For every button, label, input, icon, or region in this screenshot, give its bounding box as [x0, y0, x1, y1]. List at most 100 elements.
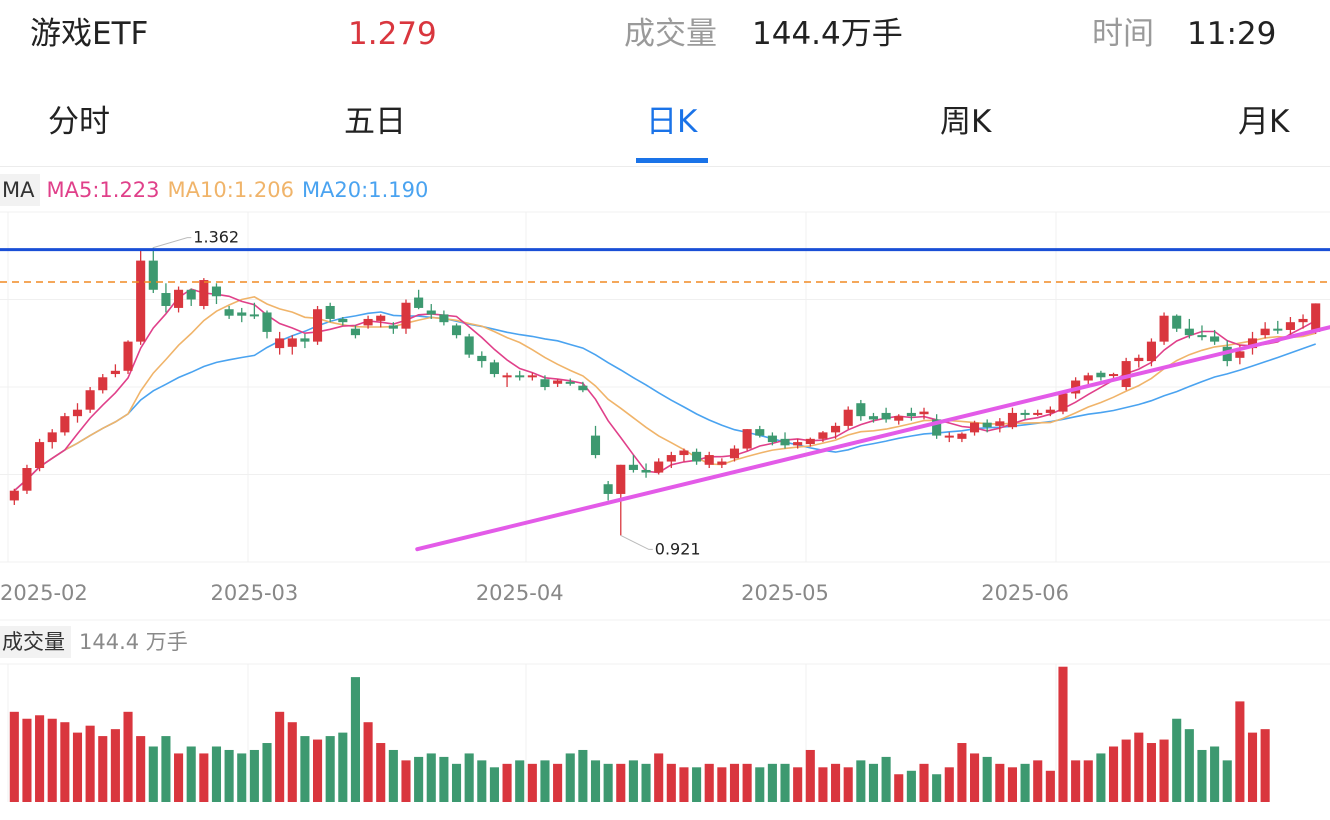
- ma-legend: MA MA5:1.223 MA10:1.206 MA20:1.190: [0, 174, 428, 206]
- volume-bar: [338, 732, 348, 802]
- candle-body: [894, 416, 904, 421]
- candle-body: [578, 385, 588, 391]
- volume-bar: [388, 749, 398, 802]
- volume-bar: [527, 763, 537, 802]
- volume-bar: [616, 763, 626, 802]
- volume-bar: [60, 722, 70, 802]
- volume-value: 144.4万手: [752, 16, 903, 52]
- candle-body: [300, 338, 310, 342]
- candle-body: [1058, 393, 1068, 412]
- candle-body: [148, 260, 158, 290]
- volume-bar: [1235, 701, 1245, 802]
- volume-bar: [856, 760, 866, 802]
- candle-body: [780, 438, 790, 446]
- candle-body: [932, 419, 942, 436]
- candle-body: [47, 432, 57, 443]
- candle-body: [1197, 335, 1207, 338]
- volume-bar: [793, 767, 803, 802]
- candle-body: [325, 305, 335, 319]
- tab-five-day[interactable]: 五日: [344, 104, 406, 140]
- candle-body: [451, 325, 462, 336]
- candle-body: [60, 416, 70, 433]
- ma10-line: [13, 296, 1316, 492]
- volume-bar: [868, 763, 879, 802]
- tab-weekly-k[interactable]: 周K: [940, 104, 992, 140]
- volume-bar: [590, 760, 601, 802]
- volume-bar: [464, 753, 474, 802]
- volume-bar: [401, 760, 411, 802]
- candle-body: [1273, 328, 1283, 331]
- candle-body: [843, 409, 853, 426]
- volume-bar: [919, 763, 929, 802]
- volume-bar: [174, 753, 184, 802]
- volume-bar: [515, 760, 525, 802]
- low-annotation-leader: [620, 534, 653, 550]
- candle-body: [1020, 412, 1030, 415]
- candle-body: [287, 338, 297, 347]
- candle-body: [464, 336, 474, 355]
- last-price: 1.279: [348, 16, 437, 52]
- ma20-value: MA20:1.190: [301, 178, 429, 202]
- volume-bar: [1096, 753, 1106, 802]
- candle-body: [1045, 409, 1055, 413]
- tab-intraday[interactable]: 分时: [48, 104, 110, 140]
- candle-body: [1285, 322, 1295, 330]
- volume-bar: [451, 763, 462, 802]
- candle-body: [831, 425, 841, 433]
- volume-bar: [818, 767, 828, 802]
- candle-body: [969, 422, 980, 433]
- volume-bar: [831, 763, 841, 802]
- candle-body: [881, 412, 891, 420]
- volume-bar: [237, 753, 247, 802]
- ma-tag[interactable]: MA: [0, 174, 41, 206]
- volume-bar: [628, 760, 638, 802]
- volume-bar: [1108, 746, 1119, 802]
- volume-bar: [1045, 770, 1055, 802]
- volume-bar: [363, 722, 373, 802]
- volume-bar: [881, 756, 891, 802]
- candle-body: [35, 442, 45, 469]
- volume-bar: [85, 725, 95, 802]
- volume-bar: [603, 763, 613, 802]
- low-price-label: 0.921: [655, 539, 701, 558]
- volume-bar: [666, 763, 676, 802]
- candle-body: [85, 390, 95, 410]
- candle-body: [565, 381, 575, 384]
- ma20-line: [13, 311, 1316, 492]
- volume-bar: [287, 722, 297, 802]
- volume-bar: [553, 763, 563, 802]
- tab-daily-k[interactable]: 日K: [646, 104, 698, 140]
- volume-bar: [211, 746, 222, 802]
- candle-body: [1007, 412, 1018, 428]
- volume-bar: [679, 767, 689, 802]
- candle-body: [477, 355, 487, 362]
- high-annotation-leader: [153, 237, 192, 249]
- ma5-value: MA5:1.223: [46, 178, 160, 202]
- volume-bar: [1071, 760, 1081, 802]
- candle-body: [1121, 361, 1131, 387]
- candle-body: [1134, 357, 1144, 362]
- candle-body: [805, 438, 815, 445]
- volume-bar: [439, 756, 449, 802]
- candle-body: [818, 432, 828, 439]
- volume-bar: [262, 743, 272, 802]
- candle-body: [616, 464, 626, 494]
- support-trend-line: [415, 325, 1330, 552]
- volume-bar: [957, 743, 967, 802]
- x-tick-label: 2025-06: [981, 581, 1069, 605]
- volume-bar: [9, 711, 19, 802]
- volume-bar: [426, 753, 436, 802]
- volume-bar: [894, 774, 904, 802]
- volume-bar: [1247, 732, 1258, 802]
- tab-monthly-k[interactable]: 月K: [1238, 104, 1290, 140]
- candle-body: [1033, 412, 1043, 415]
- volume-tag[interactable]: 成交量: [0, 626, 71, 658]
- candle-body: [275, 338, 285, 349]
- volume-bar: [578, 749, 588, 802]
- candle-body: [1210, 336, 1220, 342]
- candle-body: [1184, 328, 1194, 336]
- volume-bar: [1083, 760, 1093, 802]
- volume-bar: [1260, 729, 1270, 802]
- volume-bar: [1184, 729, 1194, 802]
